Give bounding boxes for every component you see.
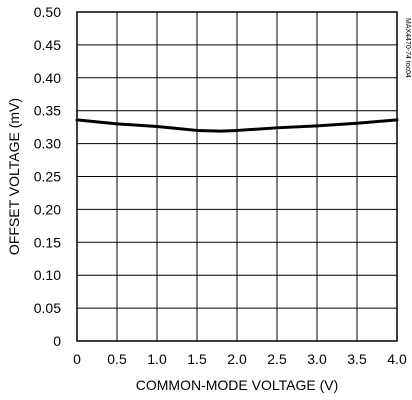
y-tick-label: 0.15: [34, 234, 61, 250]
y-axis-ticks: 0 0.05 0.10 0.15 0.20 0.25 0.30 0.35 0.40 0.45 0.5…: [34, 4, 61, 349]
x-tick-label: 2.0: [227, 351, 247, 367]
x-tick-label: 1.5: [187, 351, 207, 367]
y-tick-label: 0.25: [34, 169, 61, 185]
x-axis-title: COMMON-MODE VOLTAGE (V): [136, 377, 338, 393]
y-tick-label: 0.30: [34, 136, 61, 152]
y-tick-label: 0.10: [34, 267, 61, 283]
grid-lines: [77, 12, 397, 341]
x-tick-label: 3.0: [307, 351, 327, 367]
y-tick-label: 0.35: [34, 103, 61, 119]
y-tick-label: 0.05: [34, 300, 61, 316]
series-line-0: [75, 118, 399, 133]
series-group: [75, 118, 399, 133]
y-tick-label: 0.20: [34, 201, 61, 217]
chart-id-annotation: MAX4470-74 toc04: [404, 18, 411, 78]
x-tick-label: 2.5: [267, 351, 287, 367]
y-tick-label: 0.50: [34, 4, 61, 20]
y-tick-label: 0: [53, 333, 61, 349]
x-tick-label: 0: [73, 351, 81, 367]
x-tick-label: 0.5: [107, 351, 127, 367]
y-tick-label: 0.45: [34, 37, 61, 53]
y-tick-label: 0.40: [34, 70, 61, 86]
x-tick-label: 3.5: [347, 351, 367, 367]
plot-frame: [76, 11, 398, 342]
x-axis-ticks: 0 0.5 1.0 1.5 2.0 2.5 3.0 3.5 4.0: [73, 351, 407, 367]
y-axis-title: OFFSET VOLTAGE (mV): [6, 98, 22, 255]
x-tick-label: 1.0: [147, 351, 167, 367]
x-tick-label: 4.0: [387, 351, 407, 367]
